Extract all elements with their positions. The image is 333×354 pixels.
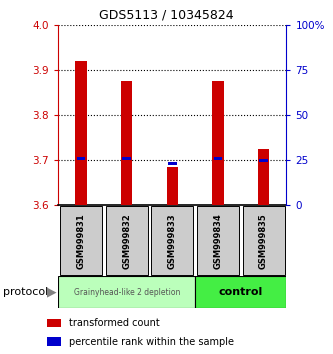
Text: transformed count: transformed count <box>69 318 159 328</box>
Bar <box>47 319 61 327</box>
FancyBboxPatch shape <box>242 206 285 275</box>
Bar <box>47 337 61 346</box>
Bar <box>259 159 268 161</box>
Bar <box>75 61 87 205</box>
FancyBboxPatch shape <box>60 206 102 275</box>
Text: Grainyhead-like 2 depletion: Grainyhead-like 2 depletion <box>74 287 180 297</box>
Text: GSM999833: GSM999833 <box>168 213 177 269</box>
Text: protocol: protocol <box>3 287 49 297</box>
Text: GSM999835: GSM999835 <box>259 213 268 269</box>
FancyBboxPatch shape <box>195 276 286 308</box>
Bar <box>214 158 222 160</box>
FancyBboxPatch shape <box>197 206 239 275</box>
FancyBboxPatch shape <box>106 206 148 275</box>
Bar <box>123 158 131 160</box>
Bar <box>166 167 178 205</box>
Bar <box>212 81 224 205</box>
Bar <box>77 158 85 160</box>
Text: percentile rank within the sample: percentile rank within the sample <box>69 337 233 347</box>
Text: GSM999831: GSM999831 <box>77 213 86 269</box>
FancyBboxPatch shape <box>151 206 193 275</box>
Text: GDS5113 / 10345824: GDS5113 / 10345824 <box>99 9 234 22</box>
Text: ▶: ▶ <box>47 286 56 298</box>
Text: GSM999834: GSM999834 <box>213 213 222 269</box>
Text: control: control <box>219 287 263 297</box>
FancyBboxPatch shape <box>58 276 195 308</box>
Bar <box>121 81 133 205</box>
Text: GSM999832: GSM999832 <box>122 213 131 269</box>
Bar <box>168 162 176 165</box>
Bar <box>258 149 269 205</box>
